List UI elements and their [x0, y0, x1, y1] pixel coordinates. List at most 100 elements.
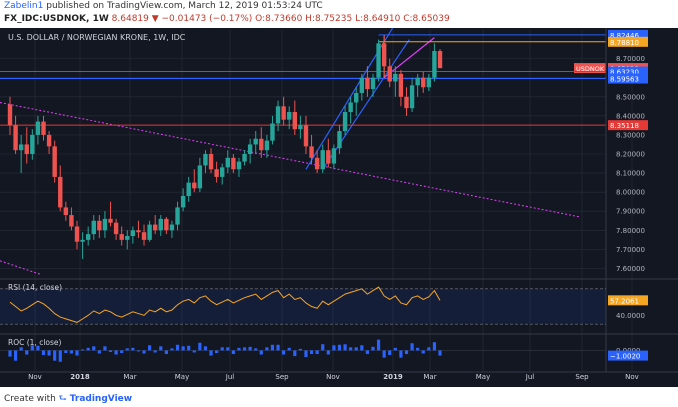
usdnok-chart[interactable]: Nov 2018 Mar May Jul Sep Nov 2019 Mar May Jul Sep No…: [0, 28, 678, 387]
roc-bar: [203, 346, 208, 351]
roc-bar: [309, 350, 314, 355]
roc-bar: [53, 350, 57, 361]
roc-bar: [276, 344, 280, 351]
roc-bar: [304, 350, 308, 358]
roc-bar: [388, 350, 392, 356]
candle-body: [314, 157, 320, 170]
level-price-box: [608, 29, 648, 40]
candle-body: [220, 167, 225, 177]
roc-bar: [114, 350, 118, 355]
roc-bar: [270, 344, 275, 351]
candle-body: [309, 146, 314, 158]
roc-value-label: −1.0020: [610, 353, 640, 361]
roc-bar: [175, 344, 180, 351]
roc-bar: [192, 350, 196, 353]
roc-bar: [237, 347, 241, 351]
candle-body: [337, 131, 342, 149]
level-price-label: 8.59563: [610, 76, 639, 84]
level-price-label: 8.82446: [610, 32, 639, 40]
candle-body: [91, 220, 96, 235]
y-tick-label: 7.70000: [616, 246, 645, 254]
candle-body: [125, 236, 130, 240]
roc-bar: [382, 350, 386, 358]
candle-body: [97, 220, 102, 231]
roc-bar: [254, 348, 258, 351]
footer-text: Create with ⮑ TradingView: [4, 391, 132, 407]
roc-bar: [242, 347, 247, 351]
candle-body: [376, 43, 381, 78]
tradingview-brand[interactable]: TradingView: [69, 394, 133, 404]
candle-body: [264, 140, 270, 151]
candle-body: [259, 138, 264, 151]
roc-bar: [315, 350, 319, 355]
roc-bar: [75, 350, 79, 356]
candle-body: [24, 144, 29, 154]
roc-bar: [47, 350, 51, 356]
roc-bar: [298, 348, 302, 351]
roc-bar: [92, 346, 96, 351]
y-tick-label: 8.40000: [616, 112, 645, 120]
candle-body: [247, 144, 253, 154]
rsi-band: [0, 288, 606, 325]
symbol-label: FX_IDC:USDNOK, 1W: [4, 14, 109, 24]
candle-body: [342, 112, 348, 132]
x-tick-label: Sep: [275, 373, 289, 381]
candle-body: [432, 50, 437, 78]
x-tick-label: Mar: [423, 373, 436, 381]
candle-body: [303, 125, 309, 147]
candle-body: [175, 207, 180, 225]
x-tick-label: Nov: [625, 373, 639, 381]
y-tick-label: 8.00000: [616, 189, 645, 197]
candle-body: [147, 224, 152, 240]
y-tick-label: 7.60000: [616, 265, 645, 273]
x-tick-label: Jul: [225, 373, 235, 381]
roc-bar: [103, 346, 107, 351]
roc-bar: [438, 350, 442, 356]
roc-bar: [293, 350, 297, 357]
roc-bar: [69, 350, 74, 354]
roc-bar: [19, 347, 23, 351]
candle-body: [7, 104, 13, 126]
candle-body: [52, 146, 57, 177]
chart-header: Zabelin1 published on TradingView.com, M…: [0, 0, 678, 28]
candle-body: [186, 182, 191, 196]
roc-bar: [108, 350, 113, 352]
roc-bar: [399, 350, 403, 358]
roc-bar: [170, 348, 174, 351]
roc-bar: [25, 350, 29, 355]
candle-body: [326, 150, 331, 164]
candle-body: [281, 106, 286, 120]
candle-body: [236, 161, 242, 170]
roc-bar: [41, 350, 46, 356]
ohlc-readout: 8.64819 ▼ −0.01473 (−0.17%) O:8.73660 H:…: [111, 14, 450, 24]
roc-bar: [120, 350, 124, 353]
roc-bar: [187, 345, 191, 351]
candle-body: [359, 77, 365, 93]
roc-bar: [30, 345, 34, 351]
rsi-value-box: [608, 295, 648, 306]
roc-bar: [159, 346, 163, 351]
candle-body: [102, 218, 108, 231]
wedge-line: [383, 37, 435, 79]
roc-bar: [376, 339, 381, 351]
author-link[interactable]: Zabelin1: [4, 1, 44, 11]
candle-body: [30, 134, 35, 154]
x-tick-label: Jul: [525, 373, 535, 381]
candle-body: [387, 66, 392, 82]
trendline-lower: [0, 260, 41, 275]
level-price-label: 8.35118: [610, 122, 639, 130]
x-tick-label: Nov: [326, 373, 340, 381]
candle-body: [113, 222, 119, 235]
candle-body: [35, 121, 41, 135]
candle-body: [214, 169, 219, 177]
candle-body: [253, 138, 258, 145]
publish-info: published on TradingView.com, March 12, …: [46, 1, 323, 11]
rsi-tick-label: 40.0000: [616, 312, 645, 320]
roc-bar: [326, 350, 330, 355]
candle-body: [231, 157, 236, 170]
candle-body: [208, 154, 214, 170]
candle-body: [292, 112, 298, 130]
candle-body: [108, 218, 113, 223]
roc-bar: [231, 350, 235, 355]
roc-bar: [354, 347, 358, 351]
